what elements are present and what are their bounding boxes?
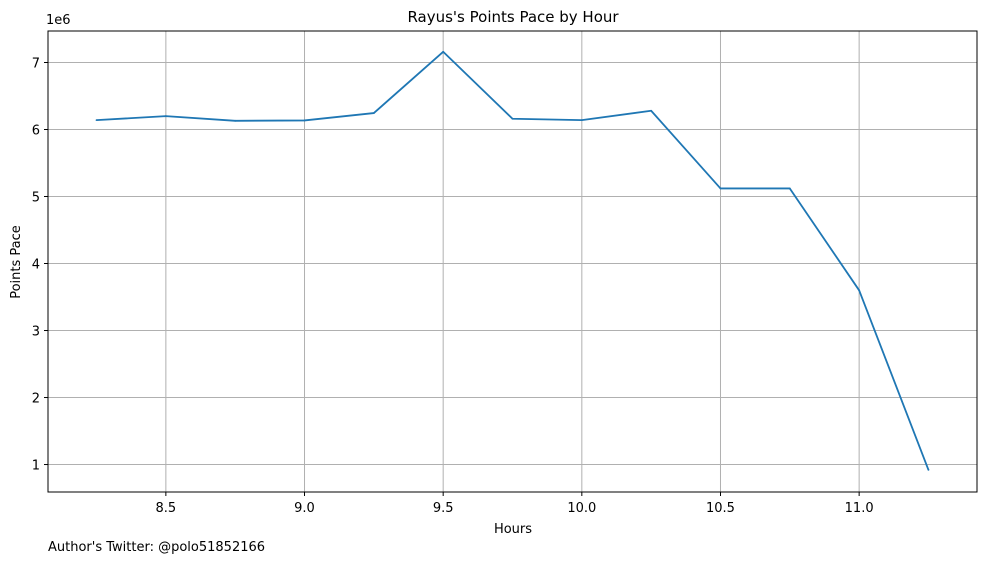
y-tick-label: 3 [32, 325, 40, 340]
data-point [234, 119, 237, 122]
x-axis-label: Hours [494, 522, 532, 537]
data-point [442, 50, 445, 53]
y-tick-label: 1 [32, 459, 40, 474]
data-point [927, 468, 930, 471]
y-tick-label: 7 [32, 56, 40, 71]
data-point [788, 187, 791, 190]
y-tick-label: 4 [32, 258, 40, 273]
data-point [164, 115, 167, 117]
x-tick-label: 8.5 [156, 501, 177, 516]
data-point [650, 109, 653, 112]
author-twitter-footnote: Author's Twitter: @polo51852166 [48, 540, 265, 555]
x-tick-label: 10.0 [567, 501, 596, 516]
y-tick-label: 2 [32, 392, 40, 407]
x-tick-label: 11.0 [845, 501, 874, 516]
data-point [511, 117, 514, 120]
y-tick-label: 5 [32, 191, 40, 206]
data-point [95, 119, 98, 122]
chart-title: Rayus's Points Pace by Hour [407, 8, 619, 26]
data-point [580, 119, 583, 122]
data-point [858, 289, 861, 292]
data-point [372, 112, 375, 114]
y-scale-label: 1e6 [46, 13, 71, 28]
data-point [303, 119, 306, 122]
x-tick-label: 9.5 [433, 501, 454, 516]
plot-area-frame [47, 30, 978, 493]
grid-lines [48, 31, 977, 492]
x-axis-ticks: 8.5 9.0 9.5 10.0 10.5 11.0 [156, 492, 874, 516]
x-tick-label: 9.0 [294, 501, 315, 516]
x-tick-label: 10.5 [706, 501, 735, 516]
series-line-layer [95, 50, 930, 471]
data-point [719, 187, 722, 190]
y-tick-label: 6 [32, 123, 40, 138]
y-axis-ticks: 1 2 3 4 5 6 7 [32, 56, 48, 474]
y-axis-label: Points Pace [9, 225, 24, 299]
